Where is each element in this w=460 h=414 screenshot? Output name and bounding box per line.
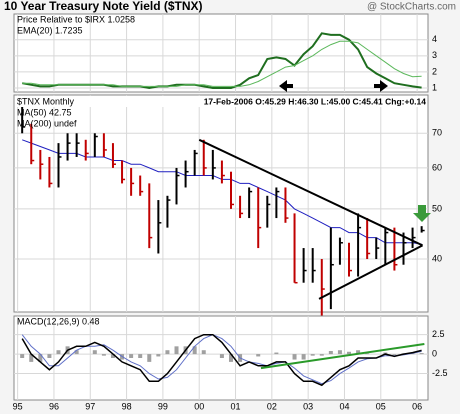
y-tick-label: 2 bbox=[432, 66, 437, 76]
histogram-bar bbox=[138, 354, 143, 358]
histogram-bar bbox=[38, 354, 43, 362]
histogram-bar bbox=[219, 354, 224, 358]
legend-label: MA(50) 42.75 bbox=[17, 107, 72, 117]
histogram-bar bbox=[129, 354, 134, 358]
histogram-bar bbox=[156, 354, 161, 357]
histogram-bar bbox=[201, 350, 206, 355]
y-tick-label: 0 bbox=[432, 348, 437, 358]
panel-name: $TNX Monthly bbox=[17, 96, 75, 106]
x-tick-label: 00 bbox=[194, 401, 204, 411]
trendline bbox=[198, 138, 423, 247]
histogram-bar bbox=[319, 354, 324, 356]
x-tick-label: 02 bbox=[267, 401, 277, 411]
histogram-bar bbox=[356, 350, 361, 355]
arrow bbox=[413, 205, 431, 222]
y-tick-label: 70 bbox=[432, 128, 442, 138]
histogram-bar bbox=[392, 354, 397, 355]
histogram-bar bbox=[310, 354, 315, 356]
y-tick-label: 4 bbox=[432, 34, 437, 44]
y-tick-label: 50 bbox=[432, 203, 442, 213]
y-tick-label: 40 bbox=[432, 253, 442, 263]
x-tick-label: 01 bbox=[231, 401, 241, 411]
credit: @ StockCharts.com bbox=[367, 2, 456, 13]
histogram-bar bbox=[92, 350, 97, 355]
trendline bbox=[260, 343, 425, 370]
histogram-bar bbox=[228, 354, 233, 362]
histogram-bar bbox=[365, 353, 370, 355]
x-tick-label: 05 bbox=[376, 401, 386, 411]
histogram-bar bbox=[74, 350, 79, 355]
y-tick-label: 3 bbox=[432, 50, 437, 60]
x-tick-label: 03 bbox=[303, 401, 313, 411]
legend-label: Price Relative to $IRX 1.0258 bbox=[17, 14, 135, 24]
signal-line bbox=[21, 334, 422, 385]
series-line bbox=[22, 40, 422, 87]
x-tick-label: 06 bbox=[412, 401, 422, 411]
macd-line bbox=[21, 333, 422, 387]
histogram-bar bbox=[165, 350, 170, 355]
x-tick-label: 97 bbox=[85, 401, 95, 411]
trendline bbox=[318, 244, 424, 300]
histogram-bar bbox=[328, 351, 333, 355]
histogram-bar bbox=[274, 352, 279, 355]
x-tick-label: 95 bbox=[13, 401, 23, 411]
histogram-bar bbox=[110, 354, 115, 358]
histogram-bar bbox=[147, 354, 152, 362]
histogram-bar bbox=[256, 354, 261, 357]
histogram-bar bbox=[29, 354, 34, 362]
histogram-bar bbox=[47, 354, 52, 358]
y-tick-label: 1 bbox=[432, 82, 437, 92]
histogram-bar bbox=[174, 346, 179, 355]
y-tick-label: -2.5 bbox=[432, 368, 448, 378]
panel-label: MACD(12,26,9) 0.48 bbox=[17, 316, 100, 326]
histogram-bar bbox=[20, 354, 25, 358]
x-tick-label: 96 bbox=[49, 401, 59, 411]
x-tick-label: 04 bbox=[339, 401, 349, 411]
quote: 17-Feb-2006 O:45.29 H:46.30 L:45.00 C:45… bbox=[204, 96, 427, 106]
y-tick-label: 2.5 bbox=[432, 329, 445, 339]
histogram-bar bbox=[383, 352, 388, 355]
legend-label: MA(200) undef bbox=[17, 118, 77, 128]
x-tick-label: 99 bbox=[158, 401, 168, 411]
header-strip bbox=[15, 96, 427, 107]
chart-title: 10 Year Treasury Note Yield ($TNX) bbox=[4, 0, 203, 13]
arrow bbox=[374, 80, 388, 92]
histogram-bar bbox=[56, 350, 61, 355]
histogram-bar bbox=[301, 354, 306, 360]
histogram-bar bbox=[347, 351, 352, 355]
x-tick-label: 98 bbox=[122, 401, 132, 411]
legend-label: EMA(20) 1.7235 bbox=[17, 25, 83, 35]
histogram-bar bbox=[101, 354, 106, 356]
histogram-bar bbox=[337, 350, 342, 355]
y-tick-label: 60 bbox=[432, 162, 442, 172]
histogram-bar bbox=[419, 353, 424, 355]
arrow bbox=[279, 80, 293, 92]
histogram-bar bbox=[292, 354, 297, 360]
histogram-bar bbox=[192, 346, 197, 355]
